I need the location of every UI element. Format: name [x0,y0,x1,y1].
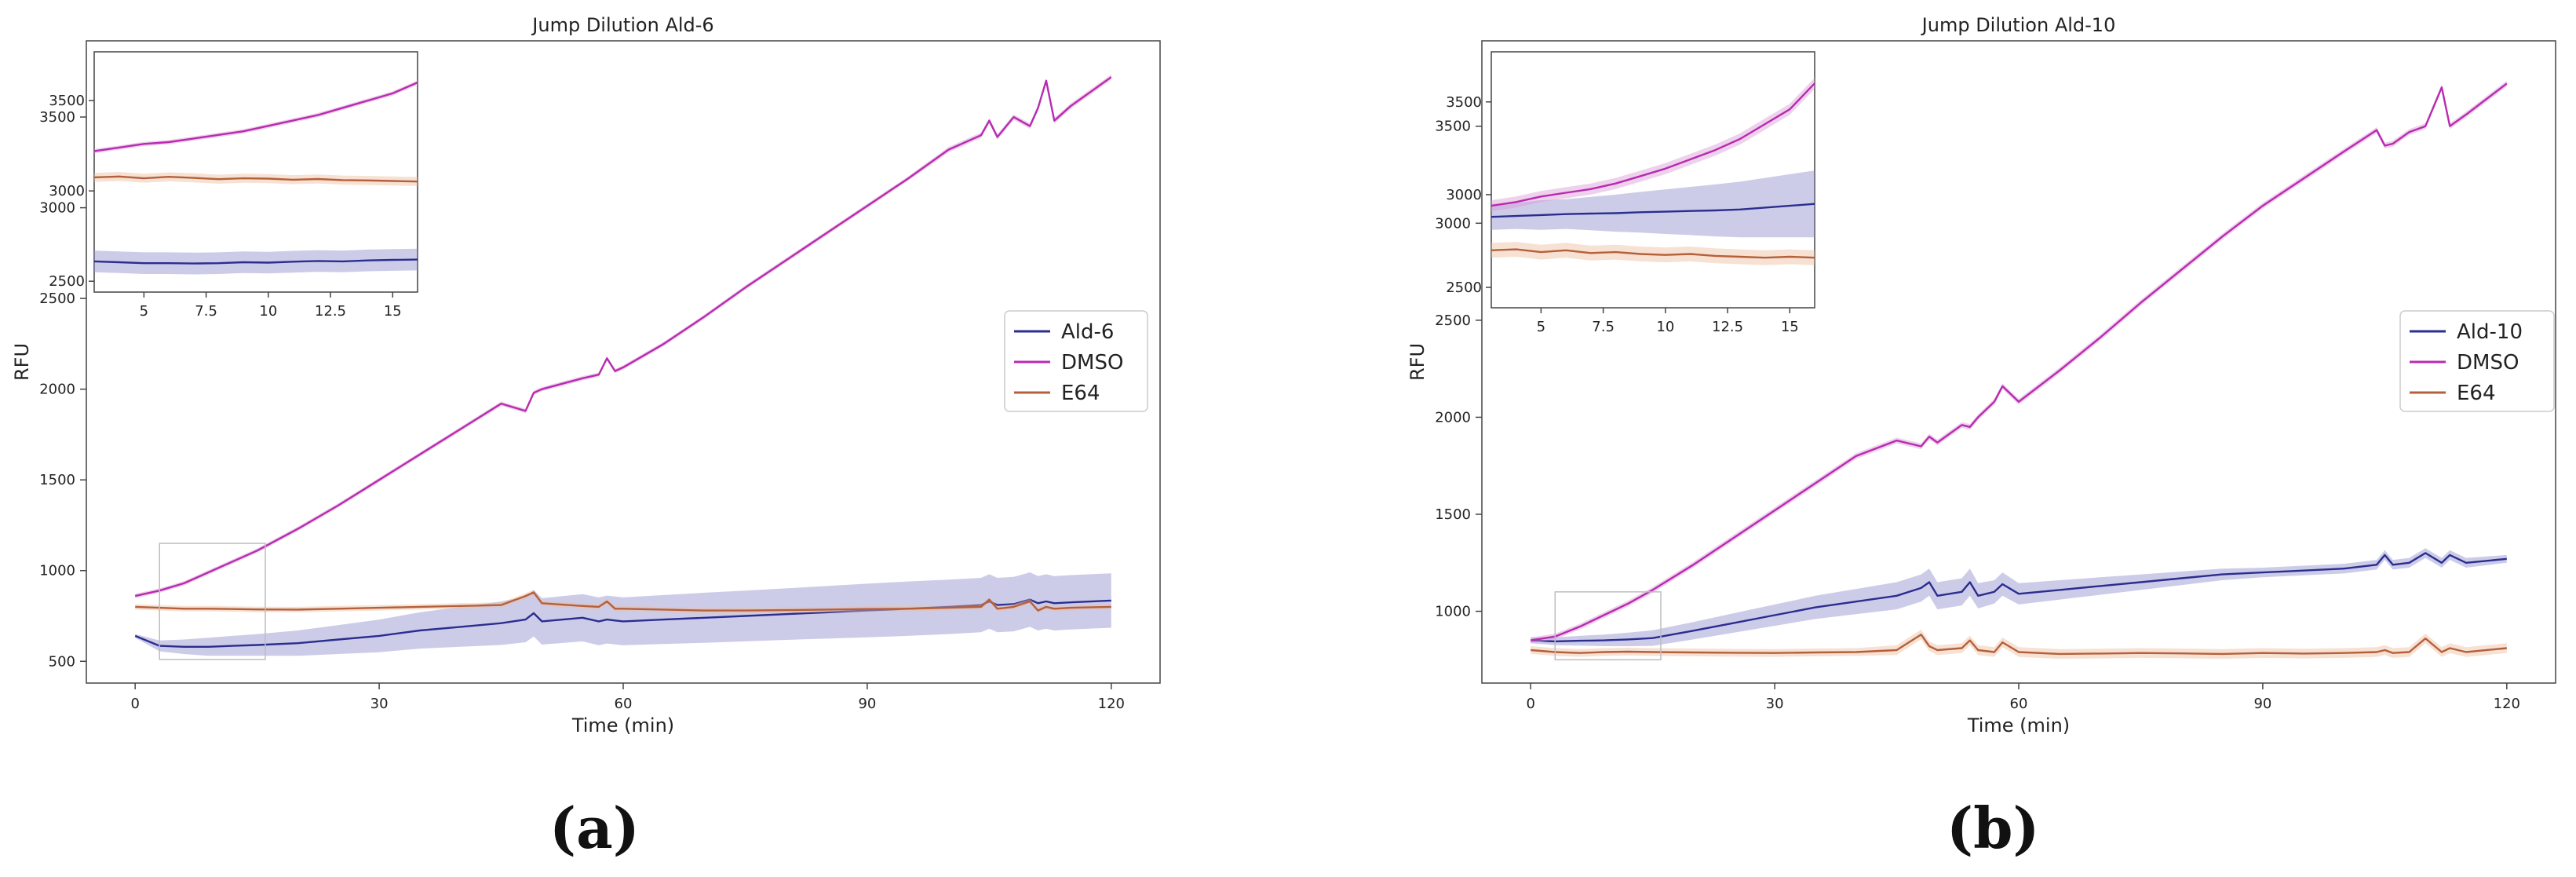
inset-series-e64-line [94,175,418,183]
x-tick-label: 0 [130,696,139,712]
y-tick-label: 3500 [1435,119,1471,135]
series-group [1531,80,2508,660]
zoom-region-box [159,543,266,660]
inset-frame [93,51,418,293]
inset-y-tick-label: 3000 [49,183,85,199]
inset-x-tick-label: 15 [1781,319,1799,335]
series-ald-10-band [1531,548,2507,646]
inset-series-ald-10-line [1491,203,1815,218]
x-tick-label: 120 [2494,696,2520,712]
y-tick-label: 2000 [39,382,75,398]
x-tick-label: 120 [1098,696,1125,712]
series-e64-band [1531,630,2507,660]
y-tick-label: 1500 [39,472,75,488]
inset-series-dmso-line [94,81,418,152]
legend-box [1004,310,1148,412]
inset-y-tick-label: 3500 [1446,94,1482,111]
inset-y-tick-label: 3000 [1446,187,1482,203]
inset-x-tick-label: 5 [1537,319,1545,335]
x-tick-label: 90 [2253,696,2271,712]
series-ald-6-line [134,598,1111,648]
y-tick-label: 1000 [39,563,75,579]
inset-series-dmso-band [1491,78,1815,212]
chart-2: Jump Dilution Ald-10 0 30 60 90 120 1000 1500 20… [1407,14,2556,736]
y-tick-label: 3500 [39,109,75,126]
inset-x-tick-label: 12.5 [1712,319,1743,335]
x-tick-label: 30 [370,696,389,712]
inset-x-tick-label: 7.5 [1592,319,1615,335]
x-tick-label: 60 [615,696,633,712]
series-dmso-line [134,76,1112,597]
y-tick-label: 3000 [39,200,75,217]
y-tick-label: 2500 [39,291,75,307]
zoom-region-box [1554,591,1662,661]
inset-x-tick-label: 5 [140,303,148,320]
inset-x-tick-label: 12.5 [315,303,346,320]
inset-series-group [1491,78,1815,265]
legend-box [2399,310,2555,412]
x-tick-label: 60 [2010,696,2028,712]
legend-label: Ald-6 [1061,320,1114,344]
series-dmso-line [1531,82,2508,641]
x-tick-label: 0 [1526,696,1534,712]
y-tick-label: 2000 [1435,409,1471,426]
inset-series-ald-10-band [1491,170,1815,238]
legend-label: Ald-10 [2457,320,2523,344]
series-group [134,74,1112,656]
y-tick-label: 1000 [1435,604,1471,620]
inset-x-tick-label: 10 [259,303,277,320]
y-tick-label: 1500 [1435,506,1471,523]
series-e64-line [1531,634,2507,656]
inset-frame [1491,51,1815,309]
inset-chart: 5 7.5 10 12.5 15 2500 3000 3500 [1446,51,1815,335]
panel-label-a: (a) [549,795,640,861]
legend-label: E64 [1061,382,1100,405]
y-tick-label: 3000 [1435,215,1471,232]
legend-label: E64 [2457,382,2496,405]
x-axis-label: Time (min) [1967,714,2070,736]
inset-x-tick-label: 7.5 [195,303,217,320]
chart-1: Jump Dilution Ald-6 0 30 60 90 120 500 1000 1500… [11,14,1161,736]
x-tick-label: 30 [1766,696,1784,712]
inset-x-tick-label: 15 [384,303,402,320]
y-tick-label: 500 [49,653,75,670]
inset-chart: 5 7.5 10 12.5 15 2500 3000 3500 [49,51,418,320]
chart-title: Jump Dilution Ald-10 [1921,14,2116,36]
inset-y-tick-label: 2500 [1446,280,1482,296]
panel-label-b: (b) [1947,795,2040,861]
inset-series-dmso-line [1491,82,1815,207]
y-axis-label: RFU [1407,343,1428,381]
inset-y-tick-label: 3500 [49,93,85,109]
x-tick-label: 90 [858,696,876,712]
chart-title: Jump Dilution Ald-6 [531,14,713,36]
series-ald-10-line [1531,552,2507,643]
legend: Ald-6 DMSO E64 [1004,310,1148,412]
y-tick-label: 2500 [1435,312,1471,329]
series-e64-line [135,591,1111,612]
legend-label: DMSO [2457,351,2519,375]
x-axis-label: Time (min) [571,714,674,736]
legend: Ald-10 DMSO E64 [2399,310,2555,412]
y-axis-label: RFU [11,343,33,381]
inset-series-group [94,80,418,275]
inset-series-ald-6-line [94,258,418,265]
inset-x-tick-label: 10 [1656,319,1674,335]
inset-series-e64-line [1491,248,1815,259]
legend-label: DMSO [1061,351,1123,375]
inset-y-tick-label: 2500 [49,273,85,290]
